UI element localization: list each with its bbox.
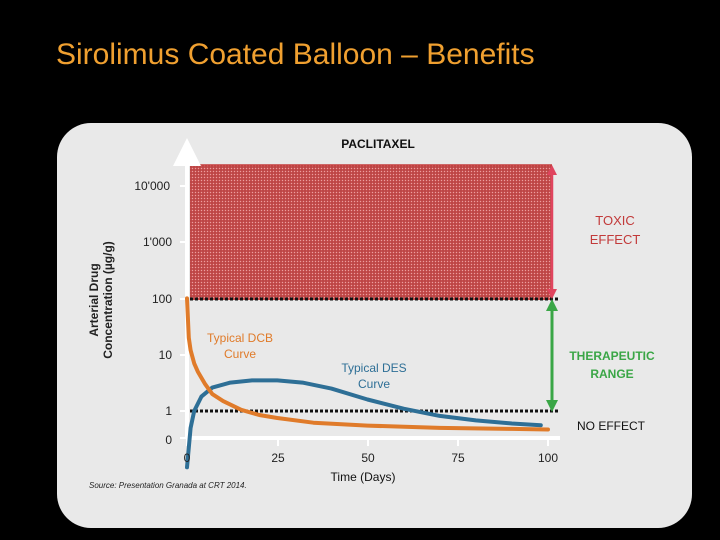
- x-tick-marks: [186, 436, 549, 446]
- dcb-label-line1: Typical DCB: [207, 331, 273, 345]
- toxic-label-line2: EFFECT: [590, 232, 641, 247]
- toxic-zone: [190, 165, 552, 300]
- x-tick-label: 50: [361, 451, 375, 465]
- x-axis-label: Time (Days): [331, 470, 396, 484]
- y-axis-label-line2: Concentration (µg/g): [101, 241, 115, 359]
- chart-title: PACLITAXEL: [341, 137, 415, 151]
- x-tick-label: 25: [271, 451, 285, 465]
- slide-title: Sirolimus Coated Balloon – Benefits: [56, 38, 535, 71]
- y-tick-label: 1: [165, 404, 172, 418]
- y-tick-label: 1'000: [143, 235, 172, 249]
- x-tick-label: 0: [184, 451, 191, 465]
- x-tick-label: 75: [451, 451, 465, 465]
- toxic-label-line1: TOXIC: [595, 213, 635, 228]
- des-curve: [185, 378, 543, 470]
- source-note: Source: Presentation Granada at CRT 2014…: [89, 481, 247, 490]
- y-tick-label: 10: [159, 348, 173, 362]
- y-axis-label-line1: Arterial Drug: [87, 263, 101, 336]
- x-tick-label: 100: [538, 451, 558, 465]
- no-effect-label: NO EFFECT: [577, 419, 646, 433]
- y-tick-label: 10'000: [134, 179, 170, 193]
- dcb-curve: [185, 296, 550, 432]
- des-label-line2: Curve: [358, 377, 390, 391]
- y-tick-label: 100: [152, 292, 172, 306]
- des-label-line1: Typical DES: [341, 361, 406, 375]
- therapeutic-label-line2: RANGE: [590, 367, 633, 381]
- dcb-label-line2: Curve: [224, 347, 256, 361]
- therapeutic-label-line1: THERAPEUTIC: [569, 349, 655, 363]
- y-tick-label: 0: [165, 433, 172, 447]
